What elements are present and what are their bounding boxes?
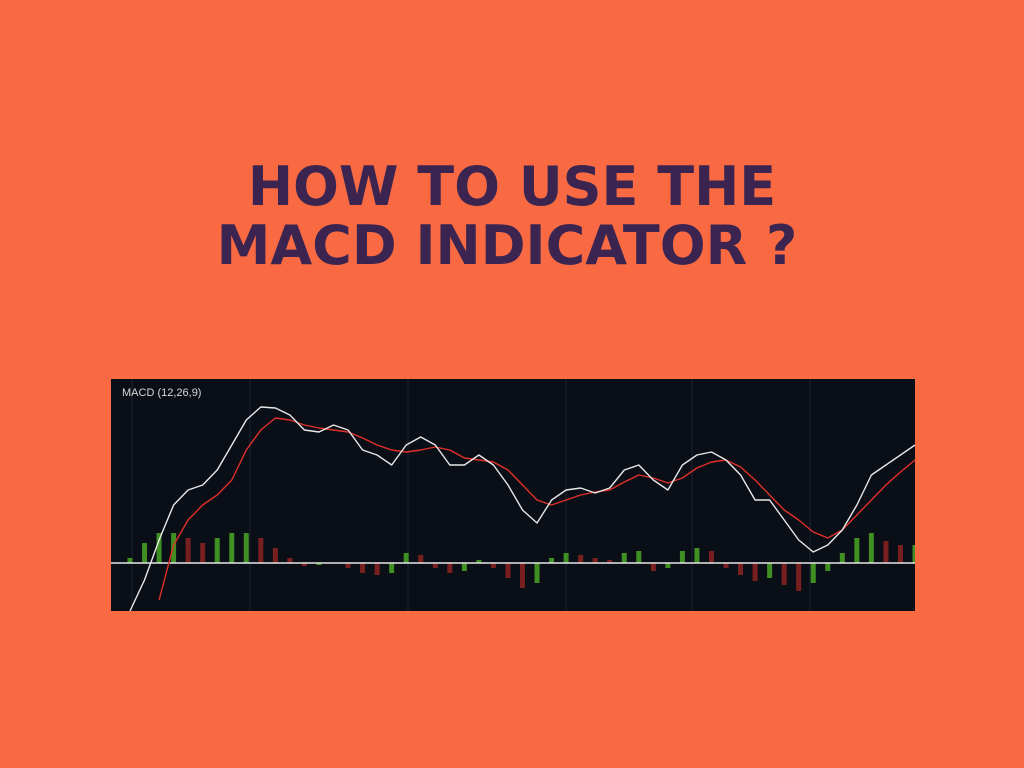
- histogram-bar: [839, 553, 845, 563]
- histogram-bar: [389, 563, 395, 573]
- line-series: [129, 406, 915, 611]
- histogram-bar: [476, 560, 482, 563]
- histogram-bar: [287, 558, 293, 563]
- histogram-bar: [767, 563, 773, 578]
- histogram-bar: [374, 563, 380, 575]
- histogram-bar: [708, 551, 714, 563]
- histogram-bar: [549, 558, 555, 563]
- histogram-bar: [171, 533, 177, 563]
- histogram-bar: [461, 563, 467, 571]
- histogram-bar: [621, 553, 627, 563]
- histogram-bar: [142, 543, 148, 563]
- histogram-bar: [301, 563, 307, 566]
- histogram-bar: [781, 563, 787, 585]
- histogram-bar: [272, 548, 278, 563]
- histogram-bar: [883, 541, 889, 563]
- histogram-bar: [752, 563, 758, 581]
- histogram-bar: [650, 563, 656, 571]
- histogram-bar: [694, 548, 700, 563]
- histogram-bar: [229, 533, 235, 563]
- histogram-bar: [490, 563, 496, 568]
- histogram-bar: [825, 563, 831, 571]
- histogram-bar: [156, 533, 162, 563]
- histogram-bar: [738, 563, 744, 575]
- histogram-bar: [447, 563, 453, 573]
- histogram-bar: [665, 563, 671, 568]
- histogram-bar: [214, 538, 220, 563]
- histogram-bar: [607, 560, 613, 563]
- histogram-bar: [432, 563, 438, 568]
- histogram-bar: [578, 555, 584, 563]
- indicator-label: MACD (12,26,9): [122, 387, 201, 399]
- histogram-bar: [868, 533, 874, 563]
- histogram-bar: [243, 533, 249, 563]
- histogram-bar: [345, 563, 351, 568]
- histogram-bar: [200, 543, 206, 563]
- histogram-bar: [360, 563, 366, 573]
- histogram-bar: [505, 563, 511, 578]
- line-series: [158, 417, 915, 601]
- histogram-bar: [723, 563, 729, 568]
- title-line: HOW TO USE THE: [248, 155, 776, 218]
- histogram-bar: [897, 545, 903, 563]
- histogram-bar: [316, 563, 322, 565]
- histogram-bar: [796, 563, 802, 591]
- histogram-bar: [810, 563, 816, 583]
- title-line: MACD INDICATOR ?: [217, 214, 798, 277]
- plot: [111, 406, 915, 611]
- grid: [131, 379, 811, 611]
- histogram-bar: [403, 553, 409, 563]
- histogram-bar: [636, 551, 642, 563]
- histogram-bar: [854, 538, 860, 563]
- histogram-bar: [520, 563, 525, 588]
- histogram-bar: [258, 538, 264, 563]
- histogram-bar: [563, 553, 569, 563]
- histogram-bar: [127, 558, 133, 563]
- histogram-bar: [679, 551, 685, 563]
- histogram-bar: [592, 558, 598, 563]
- histogram-bar: [185, 538, 191, 563]
- histogram-bar: [912, 545, 915, 563]
- histogram-bar: [418, 555, 424, 563]
- histogram-bar: [534, 563, 540, 583]
